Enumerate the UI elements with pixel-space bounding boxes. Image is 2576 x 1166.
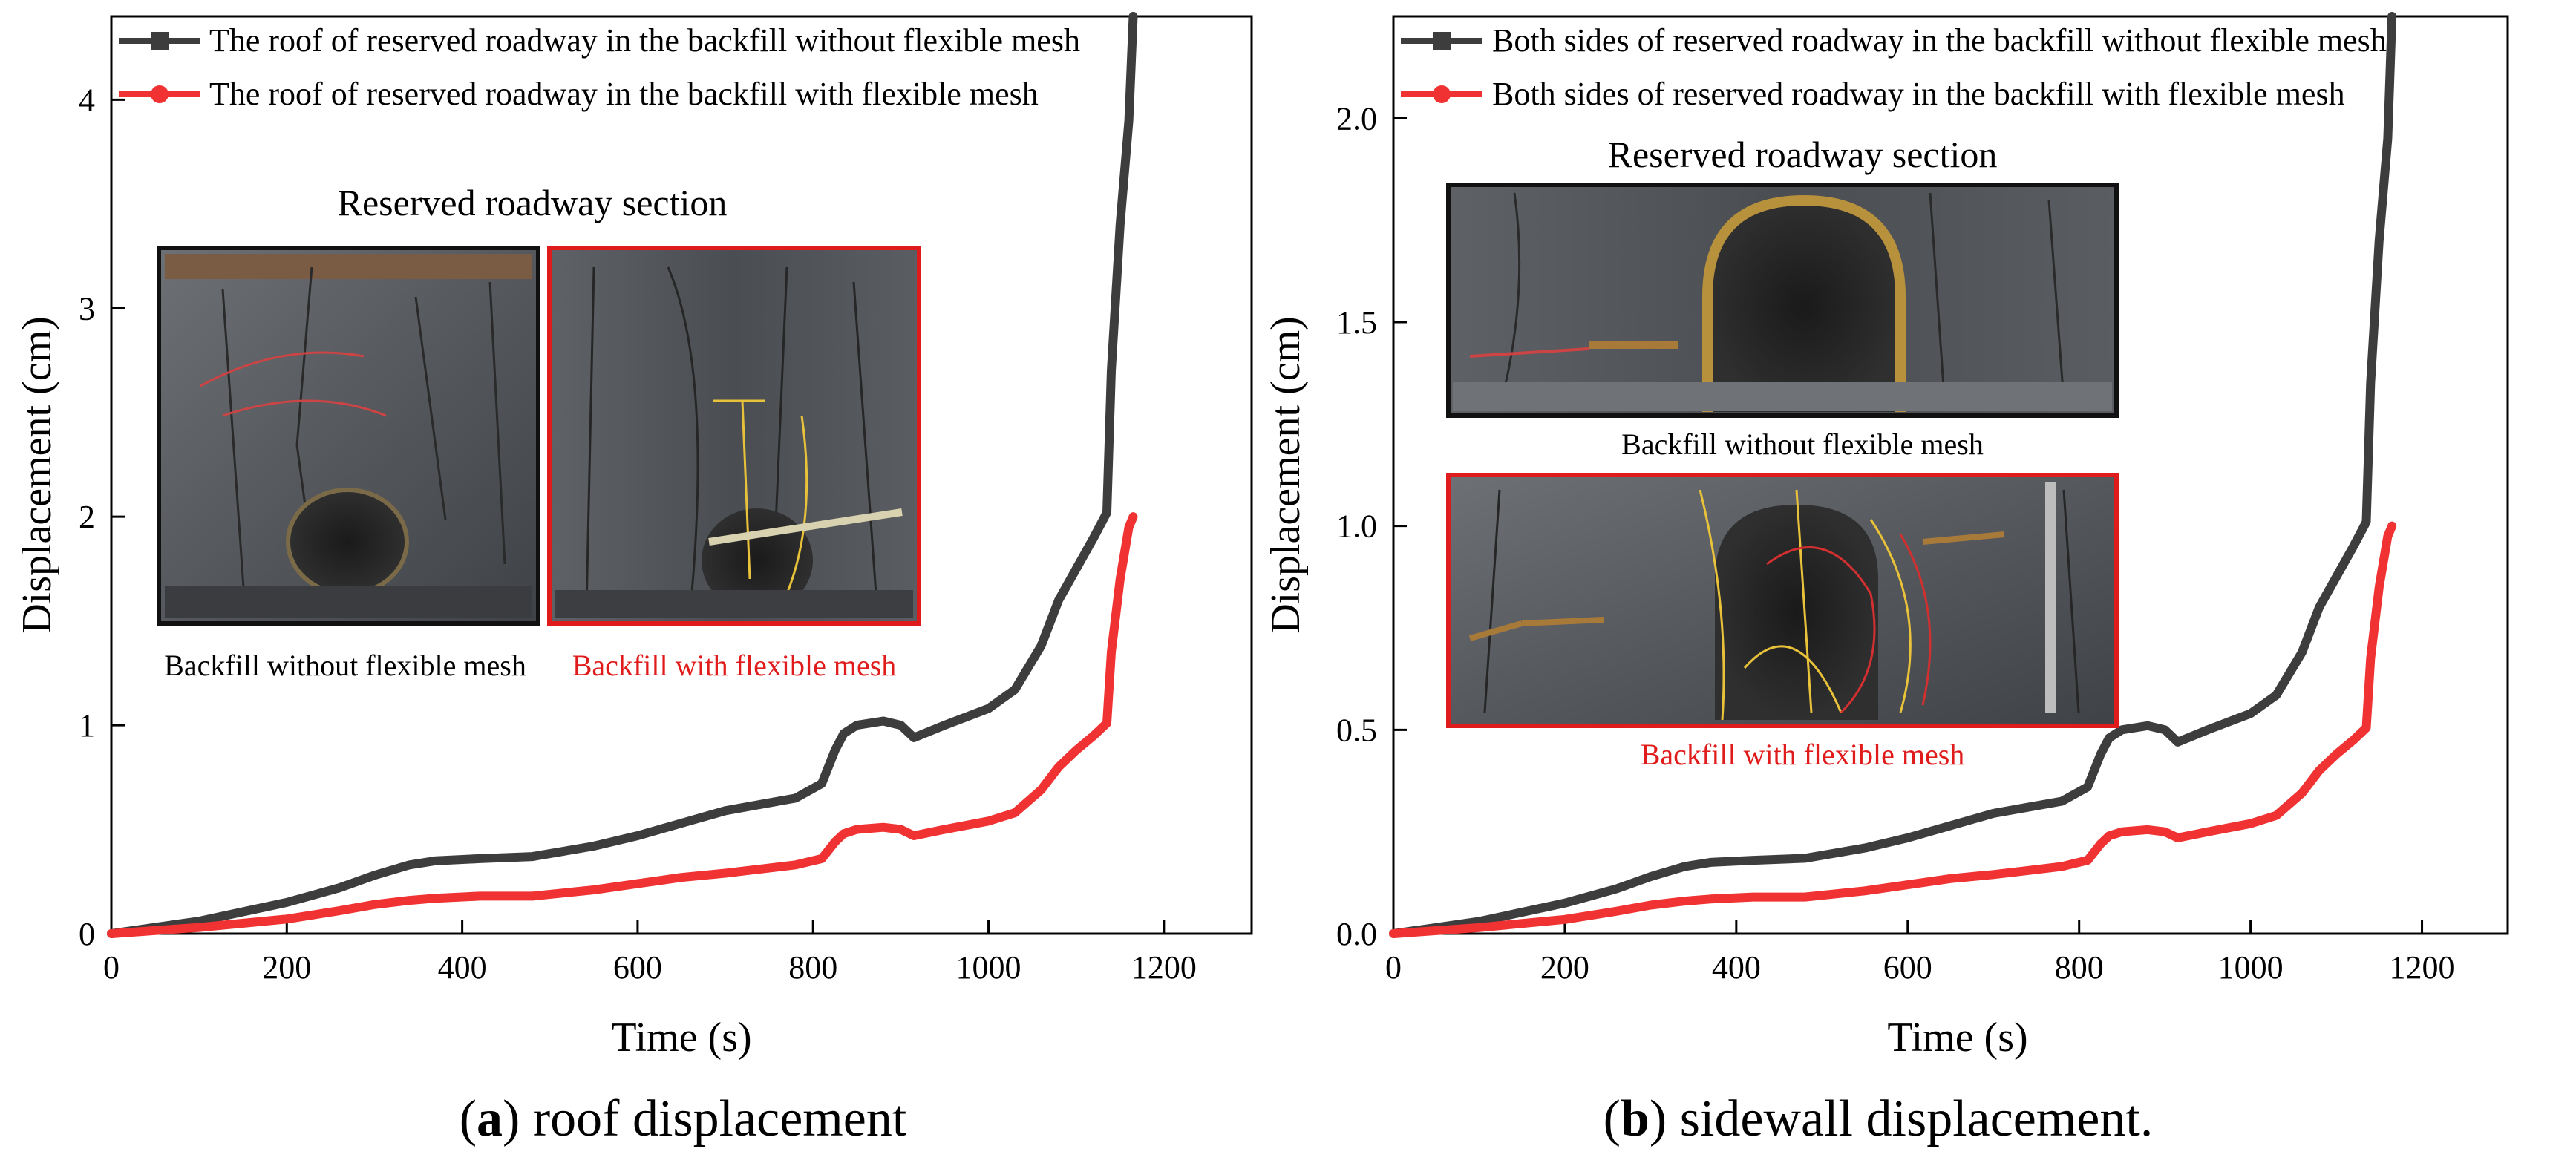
photo-right-label-a: Backfill with flexible mesh xyxy=(572,649,897,682)
y-tick-label-b: 1.5 xyxy=(1336,304,1377,341)
y-tick-label-a: 3 xyxy=(79,290,95,327)
legend-a-series-2: The roof of reserved roadway in the back… xyxy=(209,76,1039,112)
photo-without-mesh-a xyxy=(157,246,540,626)
y-tick-label-a: 2 xyxy=(79,499,95,535)
caption-b: (b) sidewall displacement. xyxy=(1604,1090,2154,1147)
legend-a: The roof of reserved roadway in the back… xyxy=(119,22,1080,112)
x-tick-label-a: 0 xyxy=(103,949,120,986)
inset-title-b: Reserved roadway section xyxy=(1608,134,1998,175)
photo-with-mesh-a xyxy=(547,246,921,626)
x-tick-label-b: 800 xyxy=(2055,949,2104,986)
x-axis-label-a: Time (s) xyxy=(611,1015,751,1061)
y-tick-label-a: 0 xyxy=(79,916,95,952)
x-tick-label-a: 1000 xyxy=(956,949,1021,986)
x-tick-label-b: 200 xyxy=(1540,949,1589,986)
series-lines-a xyxy=(107,12,1138,938)
legend-b: Both sides of reserved roadway in the ba… xyxy=(1401,22,2387,112)
y-tick-label-b: 1.0 xyxy=(1336,508,1377,545)
x-tick-label-a: 600 xyxy=(613,949,662,986)
series-lines-b xyxy=(1389,12,2397,938)
y-tick-label-a: 1 xyxy=(79,707,95,744)
series-line-b-2 xyxy=(1389,521,2397,938)
y-axis-label-b: Displacement (cm) xyxy=(1263,316,1309,634)
axis-ticks-a: 0 200 400 600 800 1000 1200 0 1 2 3 4 xyxy=(79,82,1197,986)
legend-b-series-1: Both sides of reserved roadway in the ba… xyxy=(1492,22,2387,59)
photo-left-label-a: Backfill without flexible mesh xyxy=(164,649,526,682)
plot-frame-b xyxy=(1392,15,2509,935)
x-tick-label-a: 400 xyxy=(438,949,487,986)
x-tick-label-a: 1200 xyxy=(1131,949,1197,986)
y-axis-label-a: Displacement (cm) xyxy=(14,316,60,634)
x-axis-label-b: Time (s) xyxy=(1887,1015,2027,1061)
x-tick-label-b: 400 xyxy=(1712,949,1761,986)
x-tick-label-b: 1200 xyxy=(2390,949,2455,986)
x-tick-label-a: 200 xyxy=(262,949,311,986)
inset-title-a: Reserved roadway section xyxy=(338,182,728,223)
chart-a: 0 200 400 600 800 1000 1200 0 1 2 3 4 Reserved road… xyxy=(14,12,1253,1147)
photo-bottom-label-b: Backfill with flexible mesh xyxy=(1641,738,1965,771)
series-line-b-1 xyxy=(1389,12,2397,938)
legend-b-series-2: Both sides of reserved roadway in the ba… xyxy=(1492,76,2345,112)
y-tick-label-b: 0.0 xyxy=(1336,916,1377,952)
caption-a: (a) roof displacement xyxy=(460,1090,907,1147)
photo-top-label-b: Backfill without flexible mesh xyxy=(1621,428,1984,461)
x-tick-label-b: 1000 xyxy=(2218,949,2284,986)
photo-without-mesh-b xyxy=(1446,183,2119,418)
x-tick-label-b: 0 xyxy=(1385,949,1402,986)
photo-with-mesh-b xyxy=(1446,473,2119,728)
legend-a-series-1: The roof of reserved roadway in the back… xyxy=(209,22,1080,59)
axis-ticks-b: 0 200 400 600 800 1000 1200 0.0 0.5 1.0 1.5 2.0 xyxy=(1336,100,2455,986)
x-tick-label-b: 600 xyxy=(1883,949,1932,986)
plot-frame-a xyxy=(110,15,1253,935)
y-tick-label-b: 2.0 xyxy=(1336,100,1377,137)
series-line-a-2 xyxy=(107,512,1138,938)
y-tick-label-a: 4 xyxy=(79,82,95,118)
x-tick-label-a: 800 xyxy=(788,949,837,986)
chart-b: 0 200 400 600 800 1000 1200 0.0 0.5 1.0 1.5 2.0 Res… xyxy=(1263,12,2509,1147)
series-line-a-1 xyxy=(107,12,1138,938)
y-tick-label-b: 0.5 xyxy=(1336,712,1377,748)
